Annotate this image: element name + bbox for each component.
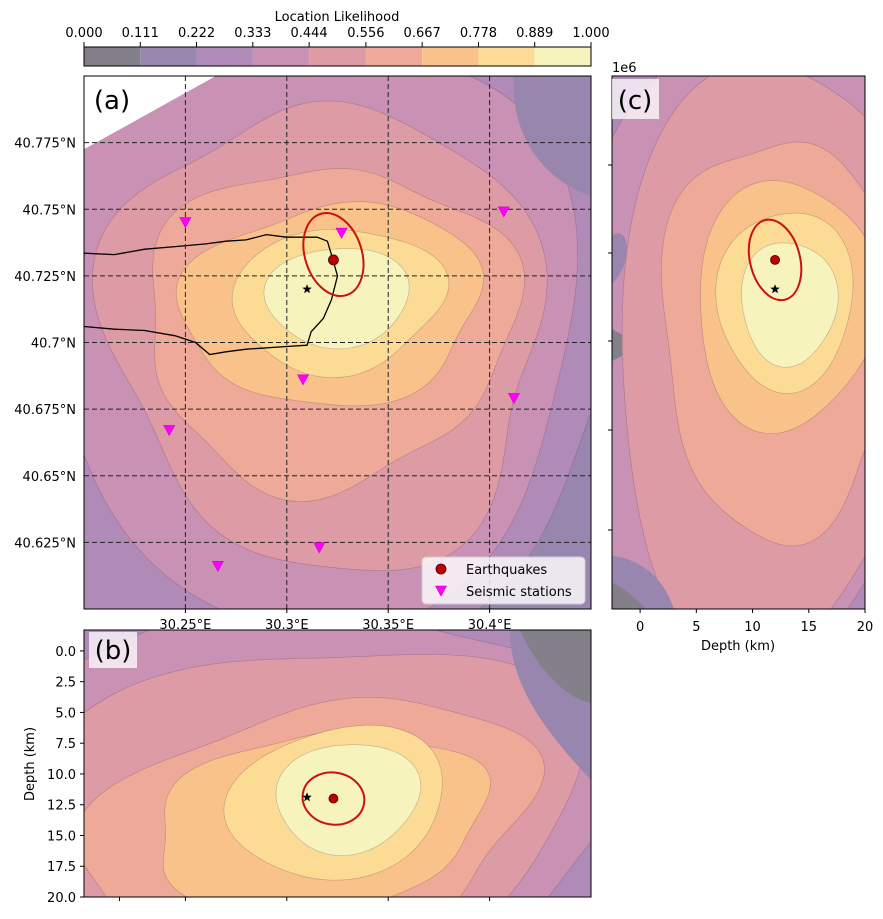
panel-b-y-tick-label: 2.5 xyxy=(55,676,76,691)
colorbar-band xyxy=(252,47,310,66)
colorbar-band xyxy=(422,47,479,66)
panel-c-contour-level xyxy=(612,233,627,284)
colorbar-title: Location Likelihood xyxy=(275,10,400,25)
panel-b-reference-star xyxy=(302,792,312,802)
legend-station-marker xyxy=(434,585,448,597)
panel-a-x-tick-label: 30.35°E xyxy=(362,618,414,633)
panel-c-x-tick-label: 15 xyxy=(801,620,818,635)
panel-a-x-tick-label: 30.25°E xyxy=(159,618,211,633)
panel-a-y-tick-label: 40.7°N xyxy=(31,337,76,352)
seismic-station-marker xyxy=(211,561,224,572)
colorbar-frame xyxy=(83,46,592,67)
panel-b-error-ellipse xyxy=(301,771,366,826)
earthquake-marker xyxy=(328,254,339,266)
panel-b-contour-level xyxy=(520,630,591,703)
panel-c-offset-text: 1e6 xyxy=(612,61,637,76)
panel-b-earthquake-marker xyxy=(328,793,339,804)
panel-b-frame xyxy=(83,629,592,898)
panel-c-reference-star xyxy=(770,284,780,294)
panel-a-contour-level xyxy=(513,76,591,196)
legend-box xyxy=(421,556,586,605)
panel-b-y-tick-label: 5.0 xyxy=(55,706,76,721)
panel-b-y-tick-label: 20.0 xyxy=(47,891,76,906)
colorbar-band xyxy=(534,47,591,66)
panel-a-label: (a) xyxy=(94,86,130,116)
panel-a-y-tick-label: 40.75°N xyxy=(23,203,76,218)
seismic-station-marker xyxy=(313,542,326,554)
colorbar-tick-label: 0.000 xyxy=(65,26,102,41)
colorbar-tick-label: 0.667 xyxy=(404,26,441,41)
panel-a-x-tick-label: 30.4°E xyxy=(468,618,512,633)
colorbar-tick-label: 1.000 xyxy=(572,26,609,41)
seismic-station-marker xyxy=(163,425,176,437)
panel-b-y-tick-label: 15.0 xyxy=(47,829,76,844)
colorbar-band xyxy=(478,47,535,66)
panel-a-label-box: (a) xyxy=(89,81,135,119)
panel-c-xlabel: Depth (km) xyxy=(701,639,775,654)
panel-c-contour-level xyxy=(612,329,623,362)
panel-a-y-tick-label: 40.675°N xyxy=(14,403,76,418)
colorbar-band xyxy=(196,47,253,66)
panel-c-x-tick-label: 10 xyxy=(744,620,761,635)
colorbar-tick-label: 0.333 xyxy=(234,26,271,41)
panel-b-y-tick-label: 12.5 xyxy=(47,799,76,814)
panel-a-y-tick-label: 40.625°N xyxy=(14,536,76,551)
seismic-station-marker xyxy=(507,393,520,405)
seismic-station-marker xyxy=(335,227,348,239)
panel-b-ylabel: Depth (km) xyxy=(23,727,38,801)
panel-a-x-tick-label: 30.3°E xyxy=(265,618,309,633)
panel-a-y-tick-label: 40.775°N xyxy=(14,137,76,152)
legend-earthquake-marker xyxy=(435,563,447,575)
colorbar-band xyxy=(309,47,366,66)
panel-a-coastline xyxy=(84,233,339,356)
panel-c-x-tick-label: 20 xyxy=(857,620,874,635)
panel-b-label: (b) xyxy=(95,636,132,666)
legend-label: Seismic stations xyxy=(466,585,572,600)
panel-b-y-tick-label: 10.0 xyxy=(47,768,76,783)
panel-c-error-ellipse xyxy=(747,218,803,302)
panel-c-contour-level xyxy=(741,242,839,368)
panel-c-x-tick-label: 5 xyxy=(692,620,700,635)
colorbar-band xyxy=(140,47,197,66)
panel-b-y-tick-label: 0.0 xyxy=(55,645,76,660)
panel-b-y-tick-label: 7.5 xyxy=(55,737,76,752)
panel-a-error-ellipse xyxy=(302,212,365,298)
seismic-station-marker xyxy=(179,217,192,229)
seismic-station-marker xyxy=(297,374,310,386)
colorbar-band xyxy=(84,47,141,66)
panel-c-label-box: (c) xyxy=(612,79,659,119)
panel-c-label: (c) xyxy=(618,86,653,116)
colorbar-tick-label: 0.444 xyxy=(290,26,327,41)
panel-b-label-box: (b) xyxy=(89,632,137,668)
panel-b-contour-level xyxy=(275,744,422,856)
panel-c-x-tick-label: 0 xyxy=(636,620,644,635)
colorbar-tick-label: 0.111 xyxy=(122,26,159,41)
colorbar-band xyxy=(365,47,423,66)
panel-a-y-tick-label: 40.725°N xyxy=(14,270,76,285)
panel-c-contour-level xyxy=(612,582,646,609)
colorbar-tick-label: 0.222 xyxy=(178,26,215,41)
colorbar-tick-label: 0.778 xyxy=(460,26,497,41)
panel-a-y-tick-label: 40.65°N xyxy=(23,470,76,485)
legend-label: Earthquakes xyxy=(466,563,547,578)
colorbar: 0.000 0.111 0.222 0.333 0.444 0.556 0.667 0.778… xyxy=(65,26,610,67)
panel-c-frame xyxy=(611,75,866,610)
panel-c-earthquake-marker xyxy=(770,254,780,265)
colorbar-tick-label: 0.889 xyxy=(516,26,553,41)
panel-a-frame xyxy=(83,75,592,610)
seismic-station-marker xyxy=(497,206,510,218)
reference-star-marker xyxy=(302,284,312,294)
panel-b-y-tick-label: 17.5 xyxy=(47,860,76,875)
colorbar-tick-label: 0.556 xyxy=(347,26,384,41)
panel-a-contour-level xyxy=(263,248,410,350)
